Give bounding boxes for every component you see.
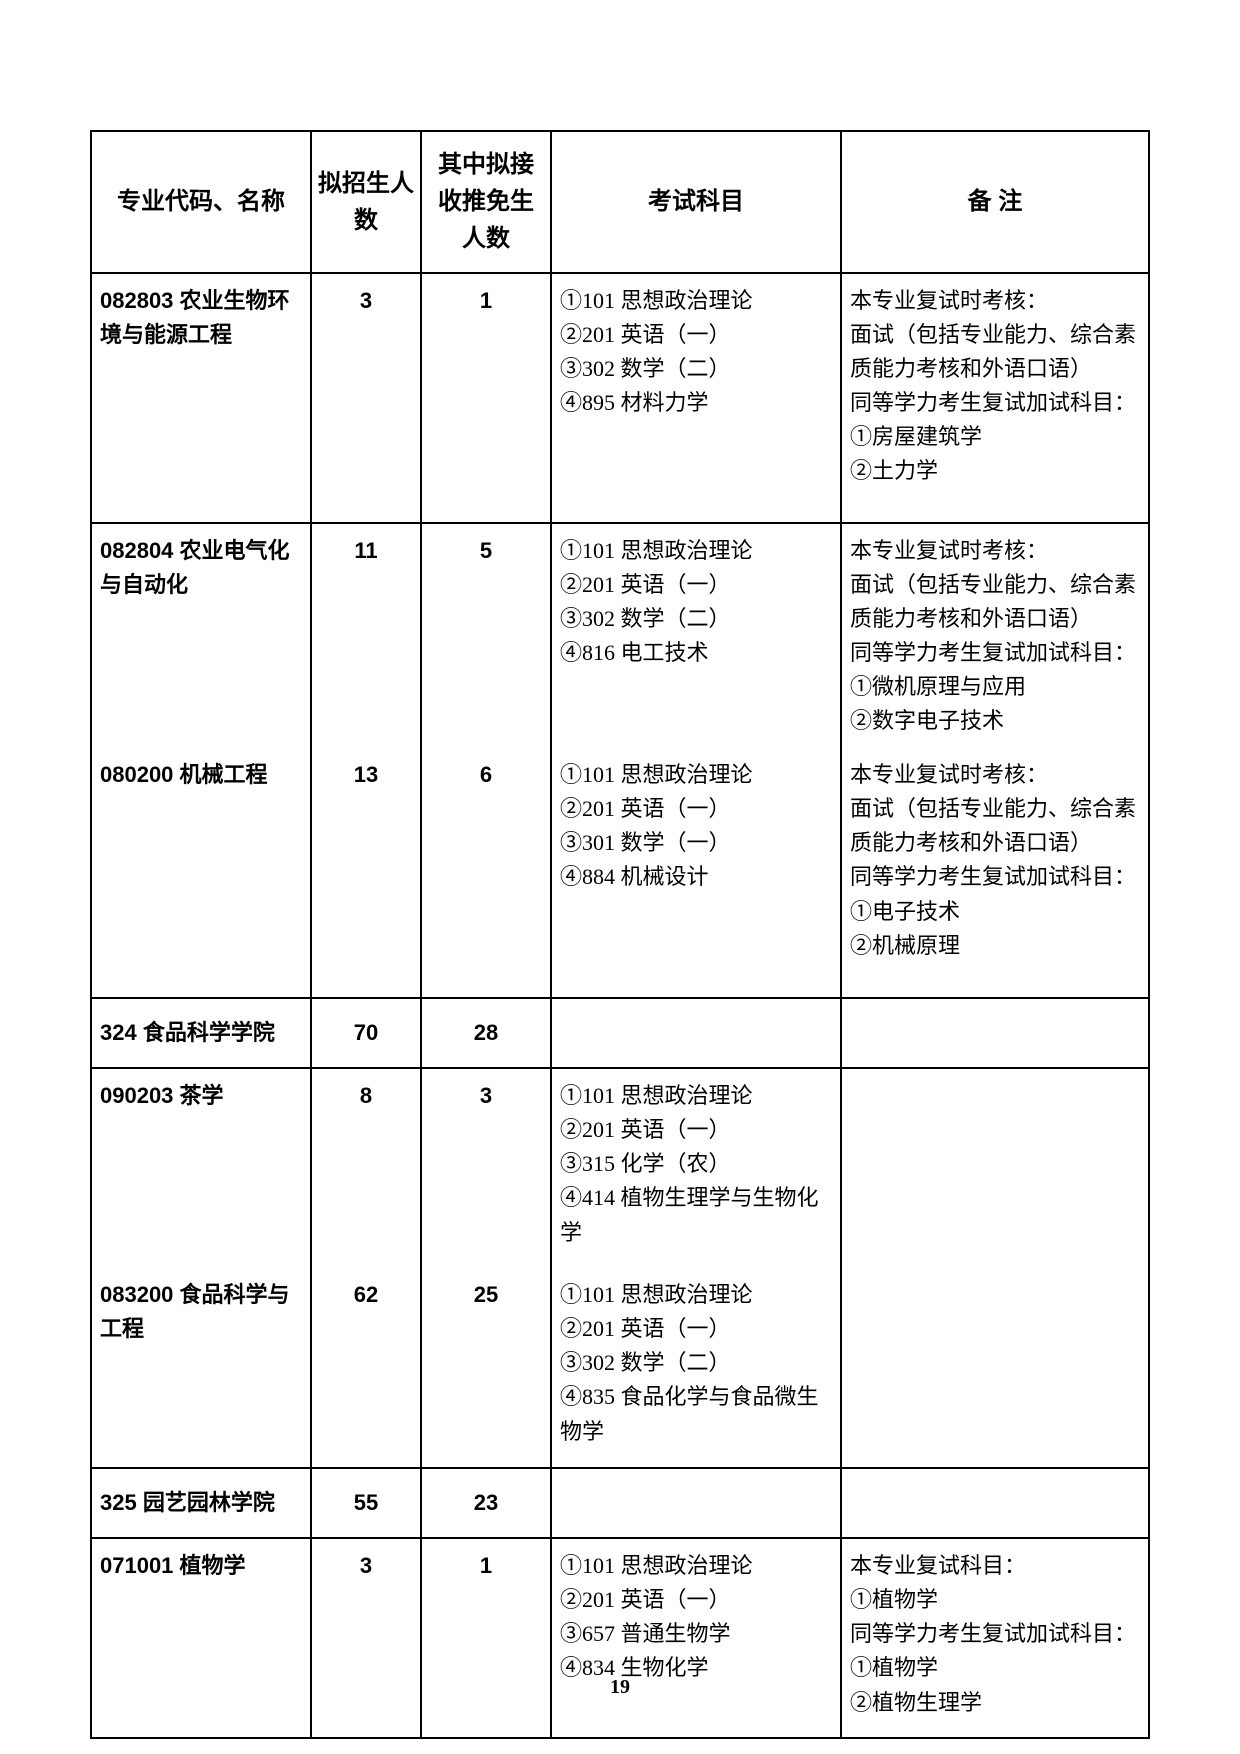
major-name: 082804 农业电气化与自动化: [91, 523, 311, 749]
table-row: 071001 植物学31①101 思想政治理论②201 英语（一）③657 普通…: [91, 1538, 1149, 1738]
major-plan: 8: [311, 1068, 421, 1268]
major-plan: 3: [311, 1538, 421, 1738]
th-subjects: 考试科目: [551, 131, 841, 273]
section-subjects: [551, 1468, 841, 1538]
major-note: 本专业复试时考核：面试（包括专业能力、综合素质能力考核和外语口语）同等学力考生复…: [841, 748, 1149, 998]
major-name: 083200 食品科学与工程: [91, 1268, 311, 1468]
major-subjects: ①101 思想政治理论②201 英语（一）③302 数学（二）④816 电工技术: [551, 523, 841, 749]
major-tuimian: 25: [421, 1268, 551, 1468]
section-note: [841, 998, 1149, 1068]
table-row: 324 食品科学学院7028: [91, 998, 1149, 1068]
major-name: 082803 农业生物环境与能源工程: [91, 273, 311, 523]
major-tuimian: 1: [421, 273, 551, 523]
catalog-table: 专业代码、名称 拟招生人数 其中拟接收推免生人数 考试科目 备 注 082803…: [90, 130, 1150, 1739]
section-plan: 55: [311, 1468, 421, 1538]
section-tuimian: 23: [421, 1468, 551, 1538]
major-tuimian: 6: [421, 748, 551, 998]
section-plan: 70: [311, 998, 421, 1068]
major-subjects: ①101 思想政治理论②201 英语（一）③301 数学（一）④884 机械设计: [551, 748, 841, 998]
table-row: 325 园艺园林学院5523: [91, 1468, 1149, 1538]
major-name: 090203 茶学: [91, 1068, 311, 1268]
section-tuimian: 28: [421, 998, 551, 1068]
section-subjects: [551, 998, 841, 1068]
th-plan: 拟招生人数: [311, 131, 421, 273]
table-row: 082803 农业生物环境与能源工程31①101 思想政治理论②201 英语（一…: [91, 273, 1149, 523]
table-row: 082804 农业电气化与自动化115①101 思想政治理论②201 英语（一）…: [91, 523, 1149, 749]
major-note: [841, 1068, 1149, 1268]
major-plan: 3: [311, 273, 421, 523]
major-tuimian: 1: [421, 1538, 551, 1738]
major-plan: 62: [311, 1268, 421, 1468]
major-subjects: ①101 思想政治理论②201 英语（一）③302 数学（二）④835 食品化学…: [551, 1268, 841, 1468]
th-tuimian: 其中拟接收推免生人数: [421, 131, 551, 273]
major-tuimian: 3: [421, 1068, 551, 1268]
table-header-row: 专业代码、名称 拟招生人数 其中拟接收推免生人数 考试科目 备 注: [91, 131, 1149, 273]
section-note: [841, 1468, 1149, 1538]
major-plan: 11: [311, 523, 421, 749]
major-plan: 13: [311, 748, 421, 998]
section-name: 325 园艺园林学院: [91, 1468, 311, 1538]
table-row: 083200 食品科学与工程6225①101 思想政治理论②201 英语（一）③…: [91, 1268, 1149, 1468]
major-subjects: ①101 思想政治理论②201 英语（一）③315 化学（农）④414 植物生理…: [551, 1068, 841, 1268]
major-note: 本专业复试科目：①植物学同等学力考生复试加试科目：①植物学②植物生理学: [841, 1538, 1149, 1738]
major-tuimian: 5: [421, 523, 551, 749]
th-name: 专业代码、名称: [91, 131, 311, 273]
section-name: 324 食品科学学院: [91, 998, 311, 1068]
major-name: 071001 植物学: [91, 1538, 311, 1738]
table-row: 090203 茶学83①101 思想政治理论②201 英语（一）③315 化学（…: [91, 1068, 1149, 1268]
major-note: [841, 1268, 1149, 1468]
major-note: 本专业复试时考核：面试（包括专业能力、综合素质能力考核和外语口语）同等学力考生复…: [841, 273, 1149, 523]
major-name: 080200 机械工程: [91, 748, 311, 998]
major-subjects: ①101 思想政治理论②201 英语（一）③302 数学（二）④895 材料力学: [551, 273, 841, 523]
page-number: 19: [0, 1676, 1240, 1699]
major-subjects: ①101 思想政治理论②201 英语（一）③657 普通生物学④834 生物化学: [551, 1538, 841, 1738]
th-note: 备 注: [841, 131, 1149, 273]
major-note: 本专业复试时考核：面试（包括专业能力、综合素质能力考核和外语口语）同等学力考生复…: [841, 523, 1149, 749]
table-row: 080200 机械工程136①101 思想政治理论②201 英语（一）③301 …: [91, 748, 1149, 998]
